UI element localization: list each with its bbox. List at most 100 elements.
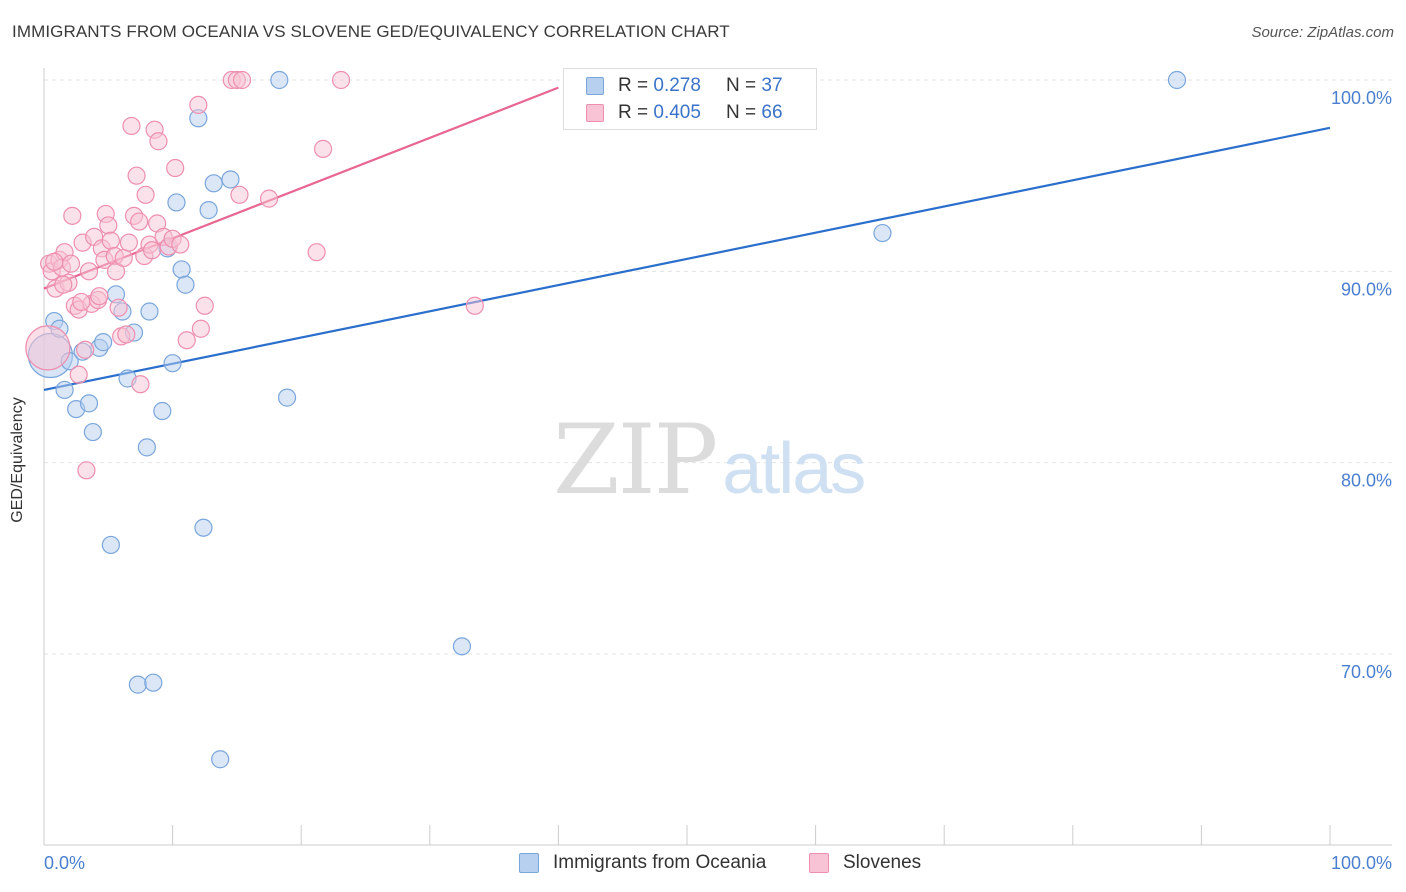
point-oceania [128, 675, 147, 694]
point-oceania [94, 333, 113, 352]
trendline-oceania [43, 126, 1331, 392]
point-slovenes [79, 262, 99, 281]
point-oceania [137, 438, 156, 457]
y-tick-label: 70.0% [1341, 662, 1392, 682]
stats-legend: R = 0.278 N = 37 R = 0.405 N = 66 [563, 68, 817, 130]
legend-r-oceania: R = 0.278 [618, 75, 712, 97]
legend-label-slovenes: Slovenes [843, 852, 922, 873]
axes: 0.0% 100.0% [43, 68, 1392, 873]
series-legend: Immigrants from Oceania Slovenes [0, 852, 1406, 876]
point-oceania [167, 193, 186, 212]
point-slovenes [465, 296, 484, 315]
legend-n-value: 37 [761, 75, 783, 96]
y-tick-label: 100.0% [1331, 88, 1392, 108]
legend-r-label: R = [618, 102, 649, 123]
x-tick-label-max: 100.0% [1331, 853, 1392, 873]
point-oceania [144, 673, 163, 692]
point-oceania [83, 422, 102, 442]
point-slovenes [130, 212, 149, 231]
point-slovenes [76, 340, 95, 359]
point-slovenes [313, 139, 333, 158]
point-slovenes [232, 70, 252, 90]
watermark: ZIPatlas [553, 402, 866, 517]
data-points [25, 70, 1187, 769]
legend-swatch-blue [519, 853, 539, 873]
source-credit: Source: ZipAtlas.com [1251, 24, 1394, 41]
legend-r-value: 0.405 [653, 102, 701, 123]
watermark-zip: ZIP [553, 404, 718, 516]
point-slovenes [63, 206, 82, 225]
legend-row-slovenes: R = 0.405 N = 66 [586, 101, 783, 125]
point-oceania [204, 174, 223, 193]
legend-swatch-pink [586, 104, 604, 122]
point-slovenes [142, 241, 162, 260]
legend-n-oceania: N = 37 [726, 75, 783, 97]
point-slovenes [101, 231, 120, 250]
point-oceania [172, 260, 191, 279]
watermark-atlas: atlas [722, 429, 866, 509]
legend-r-slovenes: R = 0.405 [618, 102, 712, 124]
legend-r-label: R = [618, 75, 649, 96]
legend-n-value: 66 [761, 102, 783, 123]
point-oceania [270, 70, 289, 90]
point-oceania [194, 518, 213, 537]
legend-n-slovenes: N = 66 [726, 102, 783, 124]
point-slovenes [195, 296, 214, 315]
point-slovenes [189, 95, 208, 114]
point-oceania [176, 275, 195, 294]
x-tick-label-min: 0.0% [44, 853, 85, 873]
point-oceania [153, 401, 172, 421]
point-oceania [55, 380, 74, 400]
y-tick-label: 80.0% [1341, 471, 1392, 491]
legend-row-oceania: R = 0.278 N = 37 [586, 74, 783, 98]
point-slovenes [149, 132, 168, 151]
legend-item-oceania: Immigrants from Oceania [519, 852, 766, 874]
point-slovenes [259, 189, 279, 208]
point-slovenes [72, 292, 91, 312]
point-slovenes [230, 185, 249, 204]
point-slovenes [117, 325, 136, 344]
point-slovenes [171, 235, 190, 254]
grid-lines [44, 79, 1392, 655]
point-slovenes [54, 275, 73, 294]
chart-title: IMMIGRANTS FROM OCEANIA VS SLOVENE GED/E… [12, 22, 730, 41]
point-oceania [452, 637, 472, 656]
legend-item-slovenes: Slovenes [809, 852, 921, 874]
point-oceania [873, 223, 892, 243]
y-axis-label: GED/Equivalency [9, 397, 26, 523]
point-slovenes [25, 325, 71, 371]
point-oceania [211, 750, 230, 769]
point-oceania [101, 535, 120, 555]
point-slovenes [106, 262, 126, 281]
point-oceania [221, 170, 240, 189]
point-slovenes [69, 365, 88, 384]
trend-lines [43, 86, 1331, 392]
y-tick-label: 90.0% [1341, 279, 1392, 299]
point-slovenes [119, 233, 138, 252]
legend-label-oceania: Immigrants from Oceania [553, 852, 767, 873]
point-slovenes [109, 298, 128, 317]
point-slovenes [136, 185, 155, 204]
point-slovenes [90, 287, 109, 306]
point-slovenes [331, 70, 351, 90]
point-slovenes [77, 461, 96, 480]
point-slovenes [307, 243, 326, 262]
legend-swatch-pink [809, 853, 829, 873]
point-slovenes [191, 319, 210, 338]
legend-n-label: N = [726, 75, 757, 96]
legend-r-value: 0.278 [653, 75, 701, 96]
point-slovenes [131, 375, 150, 394]
point-slovenes [177, 331, 196, 350]
point-oceania [199, 201, 218, 220]
point-slovenes [127, 166, 146, 185]
point-slovenes [61, 254, 81, 273]
legend-swatch-blue [586, 77, 604, 95]
point-oceania [277, 388, 297, 407]
point-oceania [140, 302, 159, 321]
point-oceania [163, 354, 182, 373]
point-slovenes [122, 116, 141, 136]
point-oceania [1167, 70, 1187, 90]
point-slovenes [99, 216, 118, 235]
point-slovenes [166, 158, 185, 178]
